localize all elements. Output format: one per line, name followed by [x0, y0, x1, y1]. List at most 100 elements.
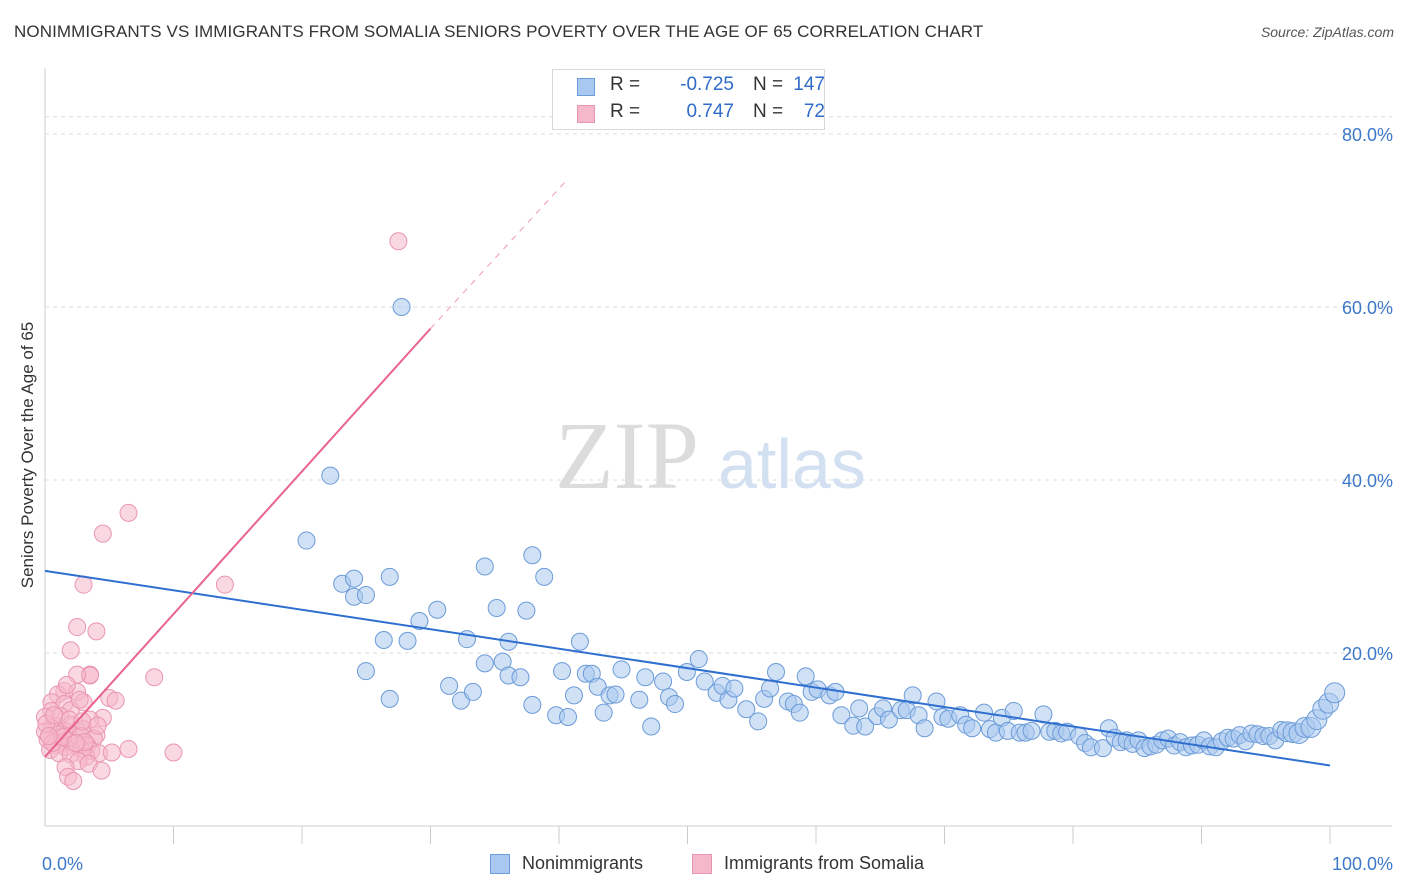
somalia-point — [106, 691, 125, 710]
somalia-point — [119, 503, 138, 522]
nonimmigrants-point — [879, 710, 898, 729]
y-tick-label: 40.0% — [1342, 471, 1393, 491]
nonimmigrants-point — [1324, 682, 1346, 704]
y-axis-title: Seniors Poverty Over the Age of 65 — [18, 321, 37, 589]
r-label: R = — [610, 101, 641, 122]
nonimmigrants-point — [523, 546, 542, 565]
chart-title: NONIMMIGRANTS VS IMMIGRANTS FROM SOMALIA… — [14, 22, 984, 41]
y-tick-label: 20.0% — [1342, 644, 1393, 664]
trend-lines — [44, 181, 1331, 767]
nonimmigrants-point — [606, 685, 625, 704]
nonimmigrants-point — [487, 599, 506, 618]
nonimmigrants-point — [564, 686, 583, 705]
nonimmigrants-point — [398, 631, 417, 650]
grid-lines — [45, 116, 1392, 654]
tick-labels: 20.0% 40.0% 60.0% 80.0% 0.0% 100.0% — [42, 125, 1393, 874]
nonimmigrants-point — [1022, 721, 1041, 740]
somalia-point — [164, 743, 183, 762]
somalia-trend-extension — [430, 181, 566, 330]
nonimmigrants-point — [832, 706, 851, 725]
somalia-point — [215, 575, 234, 594]
nonimmigrants-point — [594, 703, 613, 722]
legend-swatch-blue — [490, 854, 510, 874]
nonimmigrants-point — [374, 631, 393, 650]
nonimmigrants-point — [380, 689, 399, 708]
somalia-point — [39, 727, 58, 746]
somalia-point — [93, 524, 112, 543]
nonimmigrants-point — [749, 712, 768, 731]
nonimmigrants-point — [665, 695, 684, 714]
legend-label: Immigrants from Somalia — [724, 853, 925, 873]
source-note: Source: ZipAtlas.com — [1260, 24, 1394, 40]
nonimmigrants-point — [428, 600, 447, 619]
nonimmigrants-point — [463, 682, 482, 701]
nonimmigrants-point — [517, 601, 536, 620]
somalia-point — [145, 668, 164, 687]
nonimmigrants-point — [392, 298, 411, 316]
series-legend: Nonimmigrants Immigrants from Somalia — [0, 852, 1406, 876]
nonimmigrants-point — [410, 611, 429, 630]
somalia-point — [92, 761, 111, 780]
somalia-point — [389, 232, 408, 251]
nonimmigrants-point — [380, 567, 399, 586]
y-tick-label: 80.0% — [1342, 125, 1393, 145]
watermark-atlas: atlas — [718, 425, 866, 503]
somalia-trend-line — [44, 327, 432, 758]
somalia-point — [88, 716, 107, 735]
x-tick-label: 0.0% — [42, 854, 83, 874]
somalia-point — [44, 706, 63, 725]
nonimmigrants-point — [553, 662, 572, 681]
n-label: N = — [753, 101, 784, 122]
nonimmigrants-point — [856, 717, 875, 736]
y-tick-label: 60.0% — [1342, 298, 1393, 318]
nonimmigrants-point — [511, 668, 530, 687]
nonimmigrants-point — [903, 686, 922, 705]
n-value: 147 — [793, 74, 825, 95]
somalia-point — [64, 772, 83, 791]
somalia-point — [70, 690, 89, 709]
nonimmigrants-point — [535, 567, 554, 586]
nonimmigrants-point — [612, 660, 631, 679]
nonimmigrants-point — [642, 717, 661, 736]
nonimmigrants-point — [850, 699, 869, 718]
somalia-point — [102, 743, 121, 762]
somalia-point — [74, 575, 93, 594]
legend-label: Nonimmigrants — [522, 853, 644, 873]
nonimmigrants-point — [475, 654, 494, 673]
nonimmigrants-point — [695, 672, 714, 691]
watermark-zip: ZIP — [555, 402, 699, 509]
somalia-point — [119, 740, 138, 759]
nonimmigrants-points — [297, 298, 1346, 758]
nonimmigrants-point — [440, 676, 459, 695]
r-value: -0.725 — [680, 74, 734, 95]
nonimmigrants-point — [356, 662, 375, 681]
nonimmigrants-point — [1004, 701, 1023, 720]
nonimmigrants-point — [1093, 739, 1112, 758]
nonimmigrants-point — [654, 672, 673, 691]
x-tick-label: 100.0% — [1332, 854, 1393, 874]
somalia-point — [68, 618, 87, 637]
nonimmigrants-point — [737, 700, 756, 719]
nonimmigrants-point — [689, 650, 708, 669]
nonimmigrants-point — [558, 708, 577, 727]
nonimmigrants-point — [796, 667, 815, 686]
somalia-points — [36, 232, 408, 791]
nonimmigrants-trend-line — [44, 569, 1331, 767]
nonimmigrants-point — [725, 679, 744, 698]
nonimmigrants-point — [915, 719, 934, 738]
nonimmigrants-point — [767, 663, 786, 682]
n-label: N = — [753, 74, 784, 95]
legend-swatch-blue — [577, 78, 595, 96]
correlation-legend: R = -0.725 N = 147 R = 0.747 N = 72 — [552, 69, 825, 130]
nonimmigrants-point — [356, 586, 375, 605]
nonimmigrants-point — [630, 690, 649, 709]
somalia-point — [61, 641, 80, 660]
nonimmigrants-point — [636, 668, 655, 687]
legend-swatch-pink — [692, 854, 712, 874]
r-label: R = — [610, 74, 641, 95]
watermark: ZIP atlas — [555, 402, 866, 509]
n-value: 72 — [803, 101, 825, 122]
nonimmigrants-point — [475, 557, 494, 576]
legend-swatch-pink — [577, 105, 595, 123]
